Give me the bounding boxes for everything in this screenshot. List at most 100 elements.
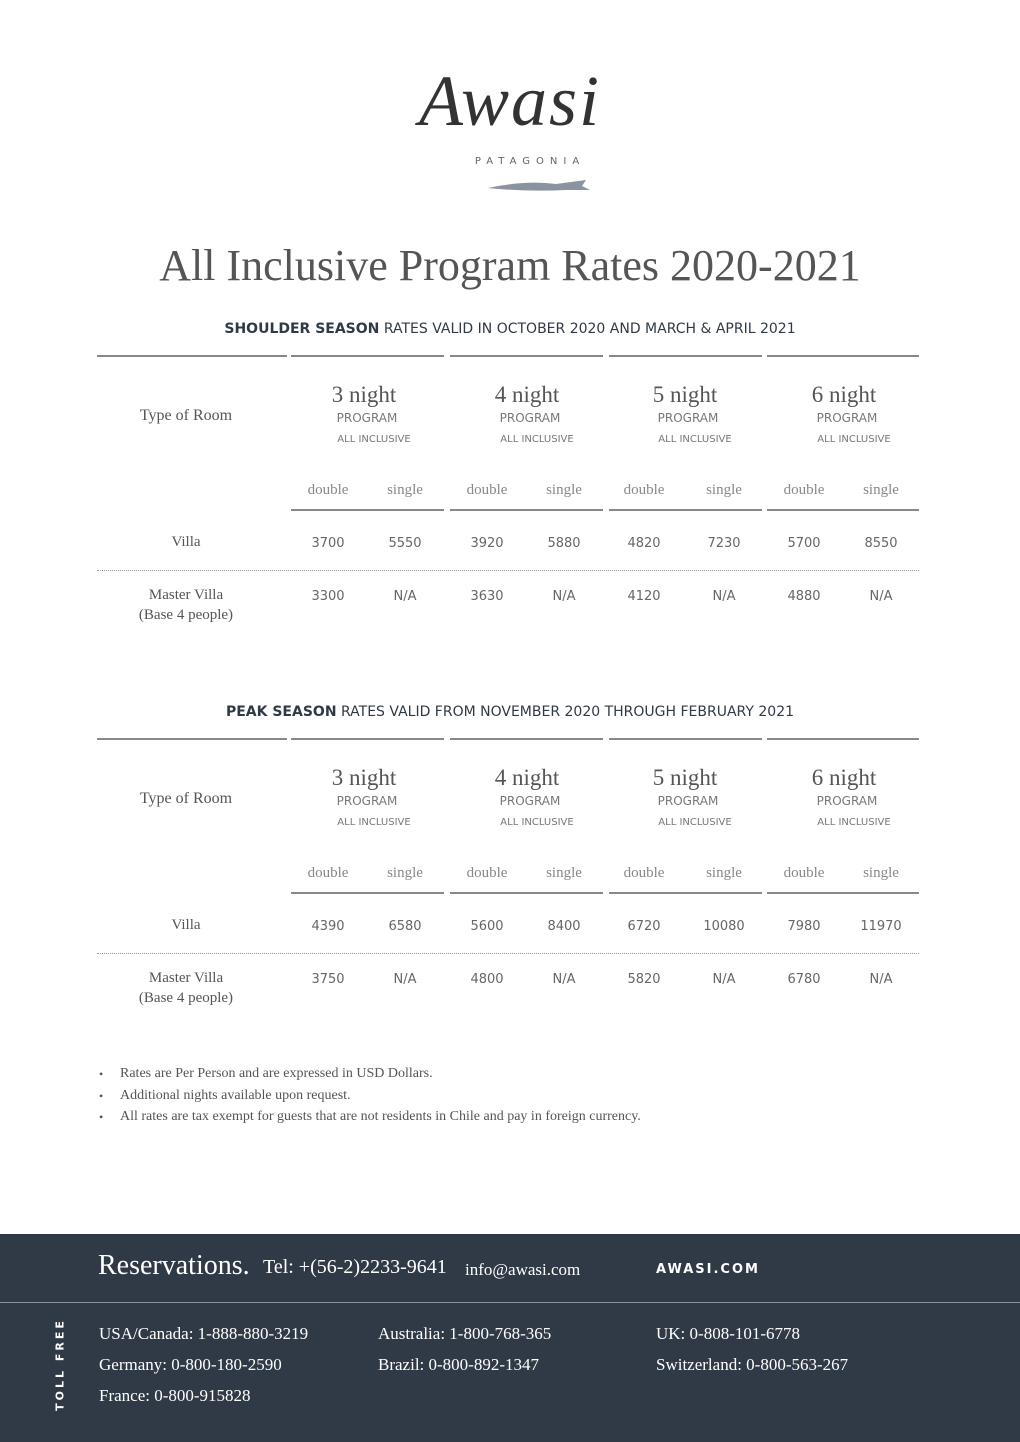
phone: Brazil: 0-800-892-1347 [378, 1355, 539, 1374]
phone: France: 0-800-915828 [99, 1386, 251, 1405]
rate: N/A [869, 589, 893, 604]
inclusive: ALL INCLUSIVE [817, 434, 891, 445]
rate: 5550 [388, 536, 422, 551]
program: PROGRAM [657, 411, 719, 425]
site: AWASI.COM [656, 1262, 760, 1277]
logo: Awasi [418, 61, 602, 141]
occupancy: single [706, 482, 742, 498]
nights: 6 night [811, 382, 877, 407]
rate: 3630 [470, 589, 504, 604]
occupancy: single [863, 482, 899, 498]
rule [291, 892, 444, 894]
rate: N/A [393, 972, 417, 987]
logo-lizard [488, 180, 590, 191]
rate: 6580 [388, 919, 422, 934]
rule [767, 892, 919, 894]
rate: 6720 [627, 919, 661, 934]
dotted-rule [97, 953, 919, 954]
rate: 6780 [787, 972, 821, 987]
occupancy: double [466, 865, 508, 881]
occupancy: double [466, 482, 508, 498]
occupancy: single [706, 865, 742, 881]
rate: 4120 [627, 589, 661, 604]
rate: 5700 [787, 536, 821, 551]
nights: 3 night [331, 765, 397, 790]
rule [291, 738, 444, 740]
rate: 10080 [703, 919, 745, 934]
program: PROGRAM [336, 411, 398, 425]
rate: N/A [552, 972, 576, 987]
note: Rates are Per Person and are expressed i… [120, 1066, 433, 1081]
room-name: Master Villa [148, 970, 224, 986]
title: All Inclusive Program Rates 2020-2021 [159, 241, 861, 290]
bullet: • [99, 1088, 104, 1103]
occupancy: single [387, 865, 423, 881]
validity: RATES VALID IN OCTOBER 2020 AND MARCH & … [383, 321, 796, 337]
occupancy: single [863, 865, 899, 881]
nights: 6 night [811, 765, 877, 790]
room-note: (Base 4 people) [138, 990, 234, 1006]
nights: 4 night [494, 765, 560, 790]
rate: 5880 [547, 536, 581, 551]
email: info@awasi.com [465, 1260, 581, 1279]
logo-sub: PATAGONIA [474, 156, 586, 167]
rule [450, 355, 603, 357]
occupancy: double [623, 482, 665, 498]
rate: N/A [712, 972, 736, 987]
inclusive: ALL INCLUSIVE [337, 434, 411, 445]
program: PROGRAM [499, 411, 561, 425]
inclusive: ALL INCLUSIVE [817, 817, 891, 828]
inclusive: ALL INCLUSIVE [658, 817, 732, 828]
rule [291, 355, 444, 357]
rate: 5820 [627, 972, 661, 987]
phone: Switzerland: 0-800-563-267 [656, 1355, 849, 1374]
nights: 5 night [652, 382, 718, 407]
rate: 4390 [311, 919, 345, 934]
rate: 3300 [311, 589, 345, 604]
rate: 3750 [311, 972, 345, 987]
rule [609, 355, 762, 357]
section-heading: SHOULDER SEASON RATES VALID IN OCTOBER 2… [0, 321, 1020, 337]
nights: 4 night [494, 382, 560, 407]
reservations: Reservations. [98, 1250, 250, 1281]
occupancy: double [307, 865, 349, 881]
note: Additional nights available upon request… [120, 1087, 351, 1103]
footer-rule [0, 1302, 1020, 1303]
season: SHOULDER SEASON [224, 321, 380, 337]
footer-bg [0, 1234, 1020, 1442]
rule [97, 355, 287, 357]
rate: 5600 [470, 919, 504, 934]
rule [291, 509, 444, 511]
program: PROGRAM [657, 794, 719, 808]
occupancy: double [623, 865, 665, 881]
rule [609, 509, 762, 511]
occupancy: single [546, 865, 582, 881]
phone: Germany: 0-800-180-2590 [99, 1355, 282, 1374]
rate: 3700 [311, 536, 345, 551]
rate: 7230 [707, 536, 741, 551]
rule [767, 355, 919, 357]
rate: 4820 [627, 536, 661, 551]
rule [609, 738, 762, 740]
occupancy: double [783, 482, 825, 498]
room-name: Villa [171, 534, 201, 550]
inclusive: ALL INCLUSIVE [658, 434, 732, 445]
note: All rates are tax exempt for guests that… [120, 1109, 641, 1124]
bullet: • [99, 1110, 104, 1124]
rate: N/A [869, 972, 893, 987]
rate: N/A [712, 589, 736, 604]
rule [97, 738, 287, 740]
rule [450, 509, 603, 511]
occupancy: single [546, 482, 582, 498]
dotted-rule [97, 570, 919, 571]
rate: 4800 [470, 972, 504, 987]
program: PROGRAM [499, 794, 561, 808]
room-name: Villa [171, 917, 201, 933]
phone: USA/Canada: 1-888-880-3219 [99, 1324, 309, 1343]
bullet: • [99, 1067, 104, 1081]
nights: 3 night [331, 382, 397, 407]
rate: N/A [552, 589, 576, 604]
toll-free: TOLL FREE [53, 1318, 67, 1411]
rate: N/A [393, 589, 417, 604]
